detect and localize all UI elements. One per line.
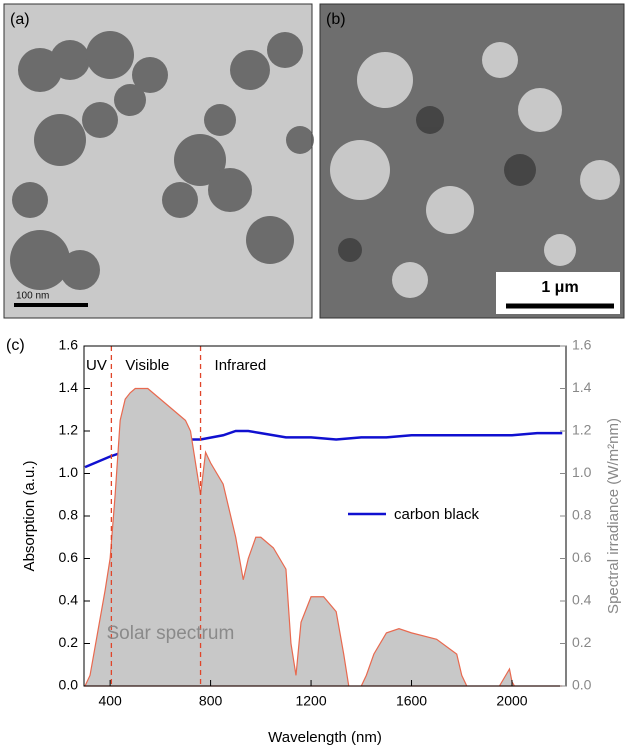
y-axis-title: Absorption (a.u.) xyxy=(21,461,38,572)
area-label: Solar spectrum xyxy=(107,623,235,644)
y2-tick-label: 0.2 xyxy=(572,634,592,650)
region-label: Visible xyxy=(125,357,169,374)
y2-axis-title: Spectral irradiance (W/m²nm) xyxy=(605,418,622,614)
panel-label: (b) xyxy=(326,11,346,28)
scale-bar-label: 100 nm xyxy=(16,291,49,302)
y-tick-label: 0.0 xyxy=(59,677,79,693)
y-tick-label: 1.2 xyxy=(59,422,79,438)
y2-tick-label: 0.6 xyxy=(572,549,592,565)
y2-tick-label: 0.4 xyxy=(572,592,592,608)
y-tick-label: 1.4 xyxy=(59,379,79,395)
region-label: UV xyxy=(86,357,107,374)
region-label: Infrared xyxy=(215,357,267,374)
y2-tick-label: 0.8 xyxy=(572,507,592,523)
y2-tick-label: 1.6 xyxy=(572,337,592,353)
y-tick-label: 0.6 xyxy=(59,549,79,565)
y2-tick-label: 0.0 xyxy=(572,677,592,693)
y2-tick-label: 1.2 xyxy=(572,422,592,438)
y-tick-label: 1.6 xyxy=(59,337,79,353)
x-tick-label: 1200 xyxy=(295,693,326,709)
sem-image xyxy=(320,4,624,318)
y-tick-label: 0.8 xyxy=(59,507,79,523)
x-tick-label: 2000 xyxy=(496,693,527,709)
legend-label: carbon black xyxy=(394,506,480,523)
y2-tick-label: 1.4 xyxy=(572,379,592,395)
x-tick-label: 800 xyxy=(199,693,223,709)
y2-tick-label: 1.0 xyxy=(572,464,592,480)
x-tick-label: 1600 xyxy=(396,693,427,709)
panel-label: (a) xyxy=(10,11,30,28)
scale-bar-label: 1 μm xyxy=(541,279,578,296)
x-axis-title: Wavelength (nm) xyxy=(268,729,382,746)
y-tick-label: 0.4 xyxy=(59,592,79,608)
y-tick-label: 0.2 xyxy=(59,634,79,650)
figure: (a) 100 nm (b) 1 μm (c) Wavelength (nm) … xyxy=(0,0,628,748)
panel-label: (c) xyxy=(6,337,25,354)
tem-image xyxy=(4,4,314,318)
y-tick-label: 1.0 xyxy=(59,464,79,480)
x-tick-label: 400 xyxy=(98,693,122,709)
